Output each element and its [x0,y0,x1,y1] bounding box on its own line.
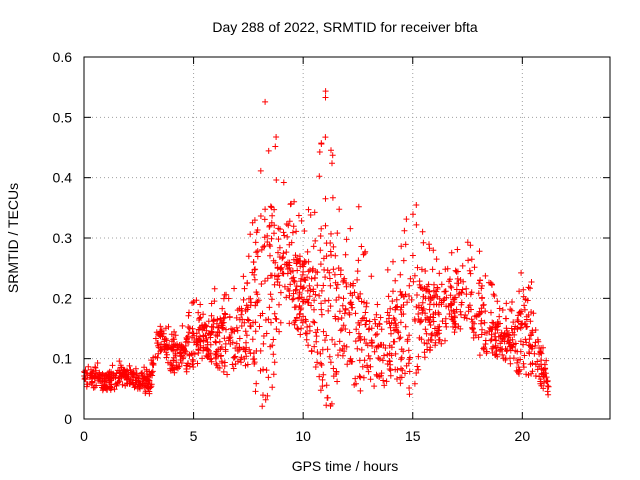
y-tick-label: 0.1 [53,351,73,367]
y-tick-label: 0.3 [53,230,73,246]
x-tick-label: 5 [190,428,198,444]
chart-title: Day 288 of 2022, SRMTID for receiver bft… [212,19,478,35]
y-tick-label: 0.2 [53,290,73,306]
y-tick-label: 0.5 [53,109,73,125]
x-tick-label: 0 [80,428,88,444]
y-tick-label: 0.4 [53,170,73,186]
scatter-points [81,88,552,410]
axis-ticks: 0 0.1 0.2 0.3 0.4 0.5 0.6 0 5 10 15 20 [53,49,610,444]
x-tick-label: 20 [515,428,531,444]
x-axis-label: GPS time / hours [292,458,399,474]
grid-lines [84,57,610,419]
y-tick-label: 0 [64,411,72,427]
x-tick-label: 10 [295,428,311,444]
y-tick-label: 0.6 [53,49,73,65]
data-point-markers [81,88,552,410]
x-tick-label: 15 [405,428,421,444]
y-axis-label: SRMTID / TECUs [5,183,21,293]
